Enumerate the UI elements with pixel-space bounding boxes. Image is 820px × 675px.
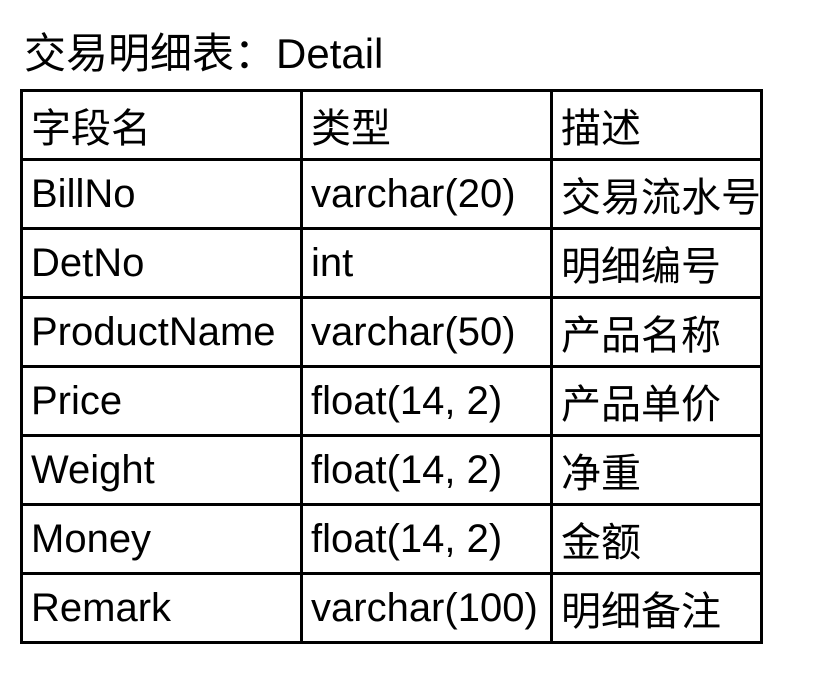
- cell-desc: 明细编号: [552, 229, 762, 298]
- header-field: 字段名: [22, 91, 302, 160]
- table-row: ProductName varchar(50) 产品名称: [22, 298, 762, 367]
- table-row: DetNo int 明细编号: [22, 229, 762, 298]
- cell-type: varchar(50): [302, 298, 552, 367]
- table-row: Remark varchar(100) 明细备注: [22, 574, 762, 643]
- cell-type: int: [302, 229, 552, 298]
- cell-field: BillNo: [22, 160, 302, 229]
- cell-field: Money: [22, 505, 302, 574]
- table-title: 交易明细表：Detail: [20, 20, 800, 81]
- table-header-row: 字段名 类型 描述: [22, 91, 762, 160]
- table-row: Weight float(14, 2) 净重: [22, 436, 762, 505]
- table-row: Money float(14, 2) 金额: [22, 505, 762, 574]
- cell-field: Remark: [22, 574, 302, 643]
- cell-desc: 净重: [552, 436, 762, 505]
- cell-field: ProductName: [22, 298, 302, 367]
- cell-desc: 明细备注: [552, 574, 762, 643]
- cell-field: Weight: [22, 436, 302, 505]
- cell-type: float(14, 2): [302, 505, 552, 574]
- cell-desc: 产品名称: [552, 298, 762, 367]
- header-desc: 描述: [552, 91, 762, 160]
- cell-desc: 交易流水号: [552, 160, 762, 229]
- header-type: 类型: [302, 91, 552, 160]
- detail-schema-table: 字段名 类型 描述 BillNo varchar(20) 交易流水号 DetNo…: [20, 89, 763, 644]
- cell-type: float(14, 2): [302, 436, 552, 505]
- cell-desc: 金额: [552, 505, 762, 574]
- cell-type: varchar(100): [302, 574, 552, 643]
- cell-field: Price: [22, 367, 302, 436]
- cell-type: float(14, 2): [302, 367, 552, 436]
- cell-type: varchar(20): [302, 160, 552, 229]
- table-row: Price float(14, 2) 产品单价: [22, 367, 762, 436]
- cell-desc: 产品单价: [552, 367, 762, 436]
- table-row: BillNo varchar(20) 交易流水号: [22, 160, 762, 229]
- cell-field: DetNo: [22, 229, 302, 298]
